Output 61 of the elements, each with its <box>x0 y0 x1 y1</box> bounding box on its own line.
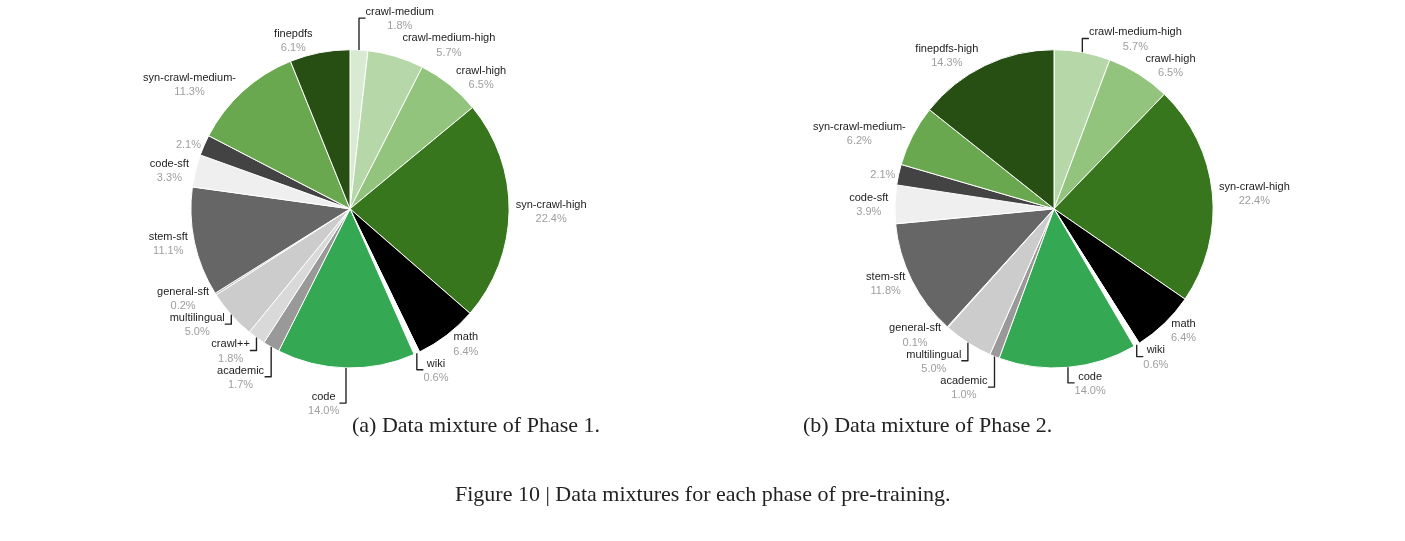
data-label: 14.0% <box>1074 384 1106 397</box>
slice-label: crawl-high <box>1145 51 1196 64</box>
slice-label: syn-crawl-medium- <box>812 119 907 132</box>
slice-label: crawl-medium-high <box>1088 25 1182 38</box>
slice-label: math <box>1171 317 1196 330</box>
data-label: 5.7% <box>1122 39 1149 52</box>
slice-label: general-sft <box>889 321 942 334</box>
data-label: 22.4% <box>535 212 567 224</box>
data-label: 5.7% <box>436 45 462 58</box>
data-label: 1.0% <box>951 388 977 401</box>
slice-label: crawl-high <box>456 63 507 76</box>
slice-label: crawl++ <box>211 337 250 350</box>
data-label: 2.1% <box>175 138 202 151</box>
data-label: 1.8% <box>218 351 244 364</box>
slice-label: stem-sft <box>866 269 906 282</box>
slice-label: code <box>311 389 336 402</box>
data-label: 0.1% <box>902 335 928 348</box>
caption: Figure 10 | Data mixtures for each phase of pre-training. <box>455 481 951 506</box>
data-label: 3.3% <box>156 171 183 184</box>
slice-label: academic <box>217 363 265 376</box>
text: (b) Data mixture of Phase 2. <box>803 412 1053 437</box>
data-label: 0.2% <box>170 299 196 312</box>
slice-label: academic <box>940 373 988 386</box>
data-label: 22.4% <box>1238 193 1271 206</box>
slice-label: general-sft <box>157 284 210 297</box>
data-label: 6.2% <box>846 134 873 147</box>
slice-label: crawl-medium-high <box>402 31 496 44</box>
data-label: 11.3% <box>174 85 205 98</box>
data-label: 1.8% <box>387 19 413 32</box>
slice-label: finepdfs <box>274 26 314 39</box>
slice-label: wiki <box>425 356 446 369</box>
slice-label: wiki <box>1145 343 1165 356</box>
data-label: 1.7% <box>228 377 254 390</box>
data-label: 11.1% <box>153 243 184 256</box>
data-label: 0.6% <box>1143 357 1169 370</box>
data-label: 5.0% <box>921 361 947 374</box>
slice-label: code-sft <box>149 156 189 169</box>
data-label: 2.1% <box>870 168 896 181</box>
slice-label: multilingual <box>169 311 225 324</box>
slice-label: syn-crawl-high <box>1218 179 1290 192</box>
data-label: 6.4% <box>453 344 479 357</box>
data-label: 6.5% <box>1157 65 1184 78</box>
slice-label: code-sft <box>849 191 889 204</box>
slice-label: stem-sft <box>148 229 188 242</box>
slice-label: finepdfs-high <box>915 41 979 54</box>
data-label: 0.6% <box>423 370 449 383</box>
slice-label: math <box>453 330 479 343</box>
slice-label: crawl-medium <box>365 4 435 17</box>
data-label: 6.5% <box>468 77 494 90</box>
text: (a) Data mixture of Phase 1. <box>352 412 601 437</box>
slice-label: multilingual <box>906 347 962 360</box>
data-label: 11.8% <box>870 283 902 296</box>
slice-label: code <box>1078 369 1103 382</box>
data-label: 6.1% <box>280 41 307 54</box>
data-label: 14.3% <box>931 56 963 69</box>
data-label: 6.4% <box>1170 331 1197 344</box>
data-label: 3.9% <box>856 205 882 218</box>
slice-label: syn-crawl-medium- <box>143 70 237 83</box>
slice-label: syn-crawl-high <box>515 197 587 210</box>
data-label: 5.0% <box>184 325 210 338</box>
data-label: 14.0% <box>308 404 340 417</box>
